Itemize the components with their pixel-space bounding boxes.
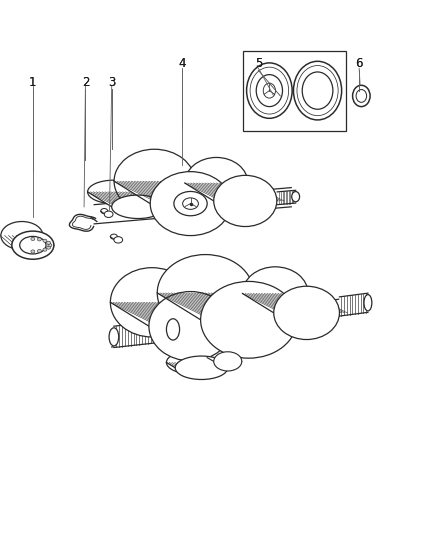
Ellipse shape [166,319,180,340]
Text: 6: 6 [355,58,363,70]
Ellipse shape [166,351,219,374]
Text: 2: 2 [81,76,89,89]
Ellipse shape [274,286,339,340]
Ellipse shape [48,244,52,247]
Ellipse shape [115,237,122,243]
Ellipse shape [292,191,300,202]
Ellipse shape [43,248,47,251]
Polygon shape [157,293,297,320]
Ellipse shape [174,191,207,216]
Ellipse shape [31,250,35,253]
Ellipse shape [183,198,198,209]
Text: 2: 2 [81,76,89,89]
Ellipse shape [207,348,235,367]
Circle shape [297,66,338,116]
Ellipse shape [150,172,231,236]
Ellipse shape [105,212,112,217]
Ellipse shape [20,237,46,254]
Ellipse shape [114,149,194,213]
Ellipse shape [31,237,35,240]
Circle shape [356,90,367,102]
Ellipse shape [12,231,54,259]
Ellipse shape [1,222,43,249]
Circle shape [250,67,289,114]
Circle shape [247,63,292,118]
Ellipse shape [185,157,248,208]
Ellipse shape [157,255,254,332]
Ellipse shape [37,238,41,241]
Ellipse shape [109,328,119,346]
Ellipse shape [110,234,117,239]
Polygon shape [114,181,231,204]
Ellipse shape [112,195,164,219]
Polygon shape [110,302,232,326]
Ellipse shape [101,208,108,214]
Bar [243,51,346,131]
Text: 3: 3 [108,76,115,89]
Ellipse shape [104,211,113,217]
Ellipse shape [110,268,194,337]
Ellipse shape [47,241,51,244]
Ellipse shape [43,239,47,243]
Ellipse shape [149,292,232,361]
Ellipse shape [214,352,242,371]
Text: 4: 4 [178,58,186,70]
Polygon shape [185,183,277,201]
Ellipse shape [159,314,172,335]
Ellipse shape [201,281,297,358]
Ellipse shape [364,295,372,311]
Polygon shape [1,236,54,245]
Ellipse shape [214,175,277,227]
Text: 1: 1 [29,76,37,89]
Ellipse shape [242,267,308,320]
Ellipse shape [114,237,123,243]
Polygon shape [88,192,164,207]
Circle shape [302,72,333,109]
Text: 6: 6 [355,58,363,70]
Ellipse shape [47,246,51,249]
Polygon shape [243,294,339,313]
Circle shape [353,85,370,107]
Text: 5: 5 [255,58,262,70]
Ellipse shape [175,356,228,379]
Text: 1: 1 [29,76,37,89]
Circle shape [293,61,342,120]
Text: 4: 4 [178,58,186,70]
Text: 3: 3 [108,76,115,89]
Text: 5: 5 [255,58,262,70]
Circle shape [263,83,276,98]
Circle shape [256,75,283,107]
Ellipse shape [88,180,140,204]
Ellipse shape [37,249,41,253]
